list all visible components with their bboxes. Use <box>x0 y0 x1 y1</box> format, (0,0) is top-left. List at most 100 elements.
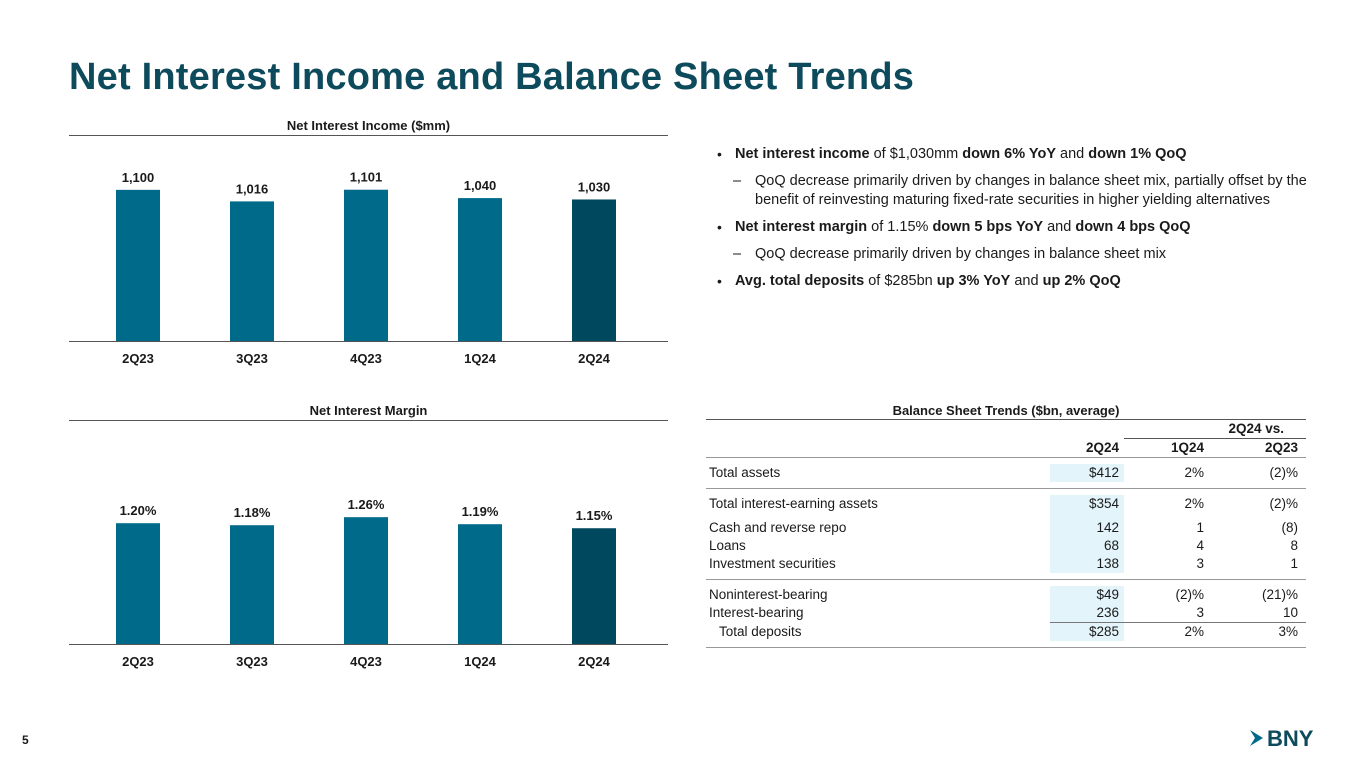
sub-bullet-dash: – <box>733 246 742 262</box>
bullet-nii-yoy: down 6% YoY <box>962 146 1056 162</box>
cell-2q24: 236 <box>1050 604 1124 623</box>
bullet-nim-and: and <box>1043 219 1076 235</box>
cell-vs-1q24: 3 <box>1124 604 1218 623</box>
bullet-nii-qoq: down 1% QoQ <box>1088 146 1187 162</box>
nii-chart: Net Interest Income ($mm) 1,100 2Q23 1,016… <box>69 117 668 378</box>
table-row: Interest-bearing 236 3 10 <box>706 604 1306 623</box>
bullet-deposits-yoy: up 3% YoY <box>936 273 1011 289</box>
sub-bullet-nii: – QoQ decrease primarily driven by chang… <box>715 172 1315 210</box>
data-label-2Q24: 1,030 <box>578 179 611 194</box>
table-row-total: Total deposits $285 2% 3% <box>706 622 1306 641</box>
logo-text: BNY <box>1267 726 1314 750</box>
bar-3Q23 <box>230 201 274 341</box>
bullet-nii-and: and <box>1056 146 1089 162</box>
cell-vs-1q24: 1 <box>1196 520 1204 535</box>
table-top-rule <box>706 419 1306 420</box>
data-label-3Q23: 1,016 <box>236 181 269 196</box>
sub-bullet-dash: – <box>733 173 742 189</box>
x-tick-1Q24: 1Q24 <box>464 351 497 366</box>
x-tick-4Q23: 4Q23 <box>350 654 382 669</box>
table-row: Investment securities 138 3 1 <box>706 555 1306 573</box>
row-label: Loans <box>709 538 746 553</box>
x-tick-2Q24: 2Q24 <box>578 654 611 669</box>
x-tick-2Q24: 2Q24 <box>578 351 611 366</box>
row-label: Interest-bearing <box>709 605 804 621</box>
cell-vs-2q23: (2)% <box>1269 496 1298 511</box>
table-row: Loans 68 4 8 <box>706 537 1306 555</box>
bar-2Q23 <box>116 189 160 341</box>
bar-1Q24 <box>458 524 502 644</box>
nii-chart-top-rule <box>69 135 668 136</box>
data-label-2Q23: 1,100 <box>122 170 155 185</box>
bar-4Q23 <box>344 517 388 644</box>
bny-logo: BNY <box>1250 726 1334 755</box>
commentary-bullets: • Net interest income of $1,030mm down 6… <box>715 145 1315 299</box>
nim-chart-title: Net Interest Margin <box>309 403 428 418</box>
cell-2q24: 142 <box>1050 519 1124 537</box>
bullet-nim-bold: Net interest margin <box>735 219 868 235</box>
bar-2Q23 <box>116 523 160 644</box>
data-label-1Q24: 1,040 <box>464 178 497 193</box>
bny-logo-mark: BNY <box>1250 726 1314 751</box>
cell-vs-2q23: 10 <box>1218 604 1306 623</box>
sub-bullet-nii-text: QoQ decrease primarily driven by changes… <box>755 173 1307 208</box>
bullet-nim-qoq: down 4 bps QoQ <box>1075 219 1191 235</box>
cell-vs-2q23: (2)% <box>1269 465 1298 480</box>
cell-vs-1q24: 4 <box>1196 538 1204 553</box>
bullet-dot: • <box>717 219 722 235</box>
x-tick-3Q23: 3Q23 <box>236 654 268 669</box>
bar-2Q24 <box>572 199 616 341</box>
row-label: Total deposits <box>719 623 802 639</box>
cell-2q24: $354 <box>1050 495 1124 513</box>
bullet-deposits-bold: Avg. total deposits <box>735 273 865 289</box>
row-label: Investment securities <box>709 556 836 571</box>
x-tick-2Q23: 2Q23 <box>122 351 154 366</box>
row-label: Total assets <box>709 465 781 480</box>
balance-sheet-grid: 2Q24 vs. 2Q24 1Q24 2Q23 Total assets $41… <box>706 420 1306 648</box>
data-label-1Q24: 1.19% <box>462 504 499 519</box>
x-tick-1Q24: 1Q24 <box>464 654 497 669</box>
cell-vs-1q24: 2% <box>1184 624 1204 639</box>
nim-chart-plot: 1.20% 2Q23 1.18% 3Q23 1.26% 4Q23 1.19% 1Q24 1.15… <box>69 497 668 669</box>
x-tick-2Q23: 2Q23 <box>122 654 154 669</box>
bullet-nii-text: of $1,030mm <box>869 146 963 162</box>
bullet-nim-yoy: down 5 bps YoY <box>932 219 1044 235</box>
cell-vs-2q23: (21)% <box>1261 587 1298 602</box>
row-label: Cash and reverse repo <box>709 520 847 535</box>
bullet-nim-text: of 1.15% <box>867 219 933 235</box>
x-tick-4Q23: 4Q23 <box>350 351 382 366</box>
nim-chart: Net Interest Margin 1.20% 2Q23 1.18% 3Q23 1.… <box>69 402 668 679</box>
data-label-4Q23: 1.26% <box>348 497 385 512</box>
cell-vs-2q23: 8 <box>1290 538 1298 553</box>
col-header-2q23: 2Q23 <box>1218 438 1306 457</box>
table-row: Noninterest-bearing $49 (2)% (21)% <box>706 586 1306 604</box>
bullet-dot: • <box>717 273 722 289</box>
bullet-nim: • Net interest margin of 1.15% down 5 bp… <box>715 218 1315 237</box>
nii-chart-plot: 1,100 2Q23 1,016 3Q23 1,101 4Q23 1,040 1Q24 1,03… <box>69 170 668 366</box>
bullet-nii: • Net interest income of $1,030mm down 6… <box>715 145 1315 164</box>
col-header-2q24: 2Q24 <box>1085 439 1119 455</box>
bar-3Q23 <box>230 525 274 644</box>
cell-vs-1q24: 2% <box>1184 465 1204 480</box>
col-header-1q24: 1Q24 <box>1124 438 1218 457</box>
data-label-4Q23: 1,101 <box>350 170 383 185</box>
balance-sheet-table: Balance Sheet Trends ($bn, average) 2Q24… <box>706 402 1306 648</box>
cell-2q24: $49 <box>1050 586 1124 604</box>
x-tick-3Q23: 3Q23 <box>236 351 268 366</box>
bullet-nii-bold: Net interest income <box>735 146 870 162</box>
page-number: 5 <box>22 733 29 747</box>
nii-chart-title: Net Interest Income ($mm) <box>286 118 451 133</box>
row-label: Total interest-earning assets <box>709 496 878 511</box>
bar-1Q24 <box>458 198 502 341</box>
table-row: Total assets $412 2% (2)% <box>706 464 1306 482</box>
nim-chart-top-rule <box>69 420 668 421</box>
bullet-dot: • <box>717 146 722 162</box>
data-label-2Q24: 1.15% <box>576 508 613 523</box>
bullet-deposits-and: and <box>1010 273 1043 289</box>
cell-vs-1q24: (2)% <box>1175 587 1204 602</box>
bar-4Q23 <box>344 189 388 341</box>
table-group-header-row: 2Q24 vs. <box>706 420 1306 439</box>
cell-2q24: 68 <box>1050 537 1124 555</box>
table-header-row: 2Q24 1Q24 2Q23 <box>706 438 1306 457</box>
table-row: Cash and reverse repo 142 1 (8) <box>706 519 1306 537</box>
